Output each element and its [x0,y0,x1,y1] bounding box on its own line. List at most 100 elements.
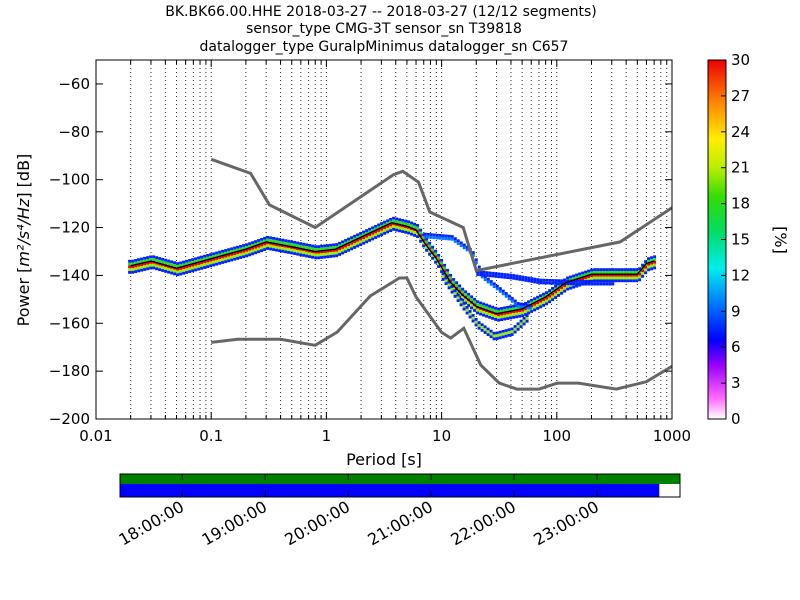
heatmap-cell [474,320,478,324]
heatmap-cell [437,253,441,257]
heatmap-cell [350,239,354,242]
heatmap-cell [374,230,378,234]
heatmap-cell [161,257,165,261]
heatmap-cell [155,267,159,271]
heatmap-cell [596,273,600,277]
heatmap-cell [242,249,246,253]
heatmap-cell [293,249,297,253]
x-tick-label: 10 [432,427,451,445]
heatmap-cell [224,251,228,255]
y-tick-label: −200 [49,410,90,428]
heatmap-cell [462,246,466,250]
heatmap-cell [495,287,499,291]
heatmap-cell [410,224,414,228]
heatmap-cell [248,245,252,248]
heatmap-cell [218,250,222,254]
heatmap-cell [170,263,174,267]
heatmap-cell [650,264,654,268]
heatmap-cell [596,279,600,283]
heatmap-cell [161,260,165,264]
heatmap-cell [488,313,492,316]
heatmap-cell [401,224,405,228]
heatmap-cell [347,237,351,241]
heatmap-cell [329,243,333,247]
heatmap-cell [614,271,618,274]
heatmap-cell [257,244,261,248]
heatmap-cell [522,322,526,326]
heatmap-cell [290,240,294,244]
heatmap-cell [605,282,609,286]
heatmap-cell [143,262,147,266]
heatmap-cell [447,280,451,284]
heatmap-cell [515,307,519,310]
heatmap-cell [173,264,177,267]
heatmap-cell [362,236,366,240]
heatmap-cell [191,266,195,270]
heatmap-cell [477,326,481,330]
heatmap-cell [554,290,558,294]
heatmap-cell [608,276,612,280]
heatmap-cell [422,236,426,239]
heatmap-cell [398,223,402,227]
heatmap-cell [335,251,339,255]
coverage-strip [120,474,680,484]
heatmap-cell [449,282,453,286]
heatmap-cell [509,313,513,317]
heatmap-cell [251,244,255,247]
heatmap-cell [413,233,417,237]
heatmap-cell [623,273,627,277]
heatmap-cell [233,249,237,253]
heatmap-cell [386,219,390,223]
heatmap-cell [368,227,372,231]
heatmap-cell [149,258,153,262]
heatmap-cell [188,261,192,265]
heatmap-cell [236,248,240,252]
heatmap-cell [620,279,624,283]
heatmap-cell [629,279,633,283]
heatmap-cell [479,270,483,274]
heatmap-cell [608,271,612,274]
heatmap-cell [266,247,270,250]
heatmap-cell [605,276,609,280]
heatmap-cell [611,268,615,272]
heatmap-cell [230,253,234,256]
heatmap-cell [501,329,505,333]
heatmap-cell [494,306,498,310]
heatmap-cell [428,252,432,256]
heatmap-cell [590,271,594,275]
heatmap-cell [477,265,481,269]
heatmap-cell [497,310,501,314]
heatmap-cell [474,261,478,265]
heatmap-cell [474,318,478,321]
heatmap-cell [423,232,427,236]
heatmap-cell [257,241,261,245]
heatmap-cell [425,237,429,241]
heatmap-cell [620,268,624,272]
heatmap-cell [380,224,384,228]
heatmap-cell [320,247,324,251]
heatmap-cell [482,313,486,317]
heatmap-cell [401,218,405,222]
heatmap-cell [266,238,270,242]
heatmap-cell [530,298,534,302]
heatmap-cell [644,271,648,275]
heatmap-cell [389,229,393,232]
heatmap-cell [593,271,597,274]
heatmap-cell [410,221,414,225]
heatmap-cell [290,245,294,249]
heatmap-cell [468,312,472,316]
heatmap-cell [653,255,657,259]
heatmap-cell [617,273,621,277]
heatmap-cell [482,305,486,309]
heatmap-cell [563,279,567,283]
heatmap-cell [332,243,336,247]
heatmap-cell [566,287,570,291]
heatmap-cell [470,295,474,299]
heatmap-cell [453,294,457,298]
heatmap-cell [227,251,231,254]
heatmap-cell [368,233,372,237]
heatmap-cell [137,258,141,262]
heatmap-cell [495,331,499,335]
heatmap-cell [173,269,177,273]
heatmap-cell [447,286,451,290]
